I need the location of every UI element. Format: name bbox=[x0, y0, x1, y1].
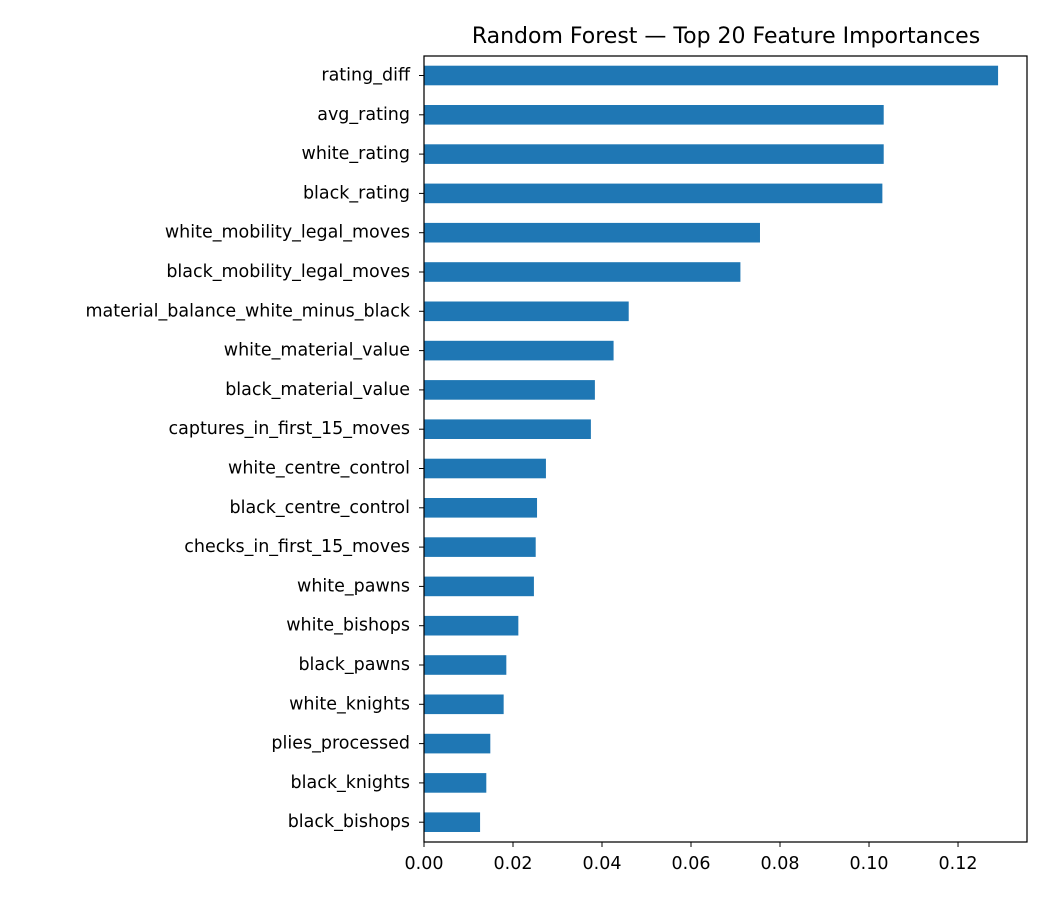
bar-black_bishops bbox=[424, 812, 481, 832]
bar-black_knights bbox=[424, 773, 487, 793]
x-axis-ticks: 0.00 0.02 0.04 0.06 0.08 0.10 0.12 bbox=[405, 842, 978, 874]
bar-black_mobility_legal_moves bbox=[424, 262, 741, 282]
bar-white_knights bbox=[424, 694, 504, 715]
x-tick-label: 0.04 bbox=[583, 854, 622, 874]
x-tick-label: 0.10 bbox=[850, 854, 889, 874]
bar-black_material_value bbox=[424, 380, 595, 400]
x-tick-label: 0.06 bbox=[672, 854, 711, 874]
bars-group bbox=[424, 65, 999, 832]
bar-black_pawns bbox=[424, 655, 507, 675]
y-tick-label: black_bishops bbox=[288, 812, 410, 832]
y-tick-label: black_pawns bbox=[298, 655, 410, 675]
bar-plies_processed bbox=[424, 733, 491, 754]
bar-material_balance_white_minus_black bbox=[424, 301, 629, 322]
y-tick-label: white_rating bbox=[302, 144, 411, 164]
y-tick-label: material_balance_white_minus_black bbox=[86, 301, 411, 321]
bar-avg_rating bbox=[424, 105, 884, 125]
y-tick-label: black_rating bbox=[303, 183, 410, 203]
y-tick-label: black_mobility_legal_moves bbox=[166, 262, 410, 282]
x-tick-label: 0.00 bbox=[405, 854, 444, 874]
y-tick-label: checks_in_first_15_moves bbox=[184, 537, 410, 557]
x-tick-label: 0.08 bbox=[761, 854, 800, 874]
plot-frame bbox=[423, 55, 1028, 843]
y-tick-label: white_bishops bbox=[286, 616, 410, 636]
y-tick-label: white_pawns bbox=[297, 576, 410, 596]
y-tick-label: white_centre_control bbox=[228, 459, 410, 479]
y-tick-label: captures_in_first_15_moves bbox=[168, 419, 410, 439]
bar-white_bishops bbox=[424, 615, 519, 636]
x-tick-label: 0.02 bbox=[494, 854, 533, 874]
bar-captures_in_first_15_moves bbox=[424, 419, 591, 439]
bar-white_pawns bbox=[424, 576, 534, 597]
bar-white_centre_control bbox=[424, 458, 546, 479]
y-tick-label: white_mobility_legal_moves bbox=[165, 223, 410, 243]
y-tick-label: white_knights bbox=[289, 694, 410, 714]
bar-black_rating bbox=[424, 183, 883, 204]
y-tick-label: rating_diff bbox=[321, 66, 411, 86]
bar-white_material_value bbox=[424, 340, 614, 361]
y-tick-label: black_knights bbox=[291, 773, 410, 793]
bar-white_mobility_legal_moves bbox=[424, 222, 760, 243]
y-tick-label: white_material_value bbox=[224, 341, 410, 361]
y-tick-label: plies_processed bbox=[271, 734, 410, 754]
bar-white_rating bbox=[424, 144, 884, 164]
y-tick-label: black_centre_control bbox=[229, 498, 410, 518]
chart-title: Random Forest — Top 20 Feature Importanc… bbox=[472, 24, 980, 49]
y-tick-label: avg_rating bbox=[317, 105, 410, 125]
bar-black_centre_control bbox=[424, 498, 538, 518]
y-axis-ticks: rating_diff avg_rating white_rating black_r… bbox=[86, 66, 424, 832]
y-tick-label: black_material_value bbox=[225, 380, 410, 400]
x-tick-label: 0.12 bbox=[939, 854, 978, 874]
bar-rating_diff bbox=[424, 65, 999, 86]
bar-checks_in_first_15_moves bbox=[424, 537, 536, 557]
